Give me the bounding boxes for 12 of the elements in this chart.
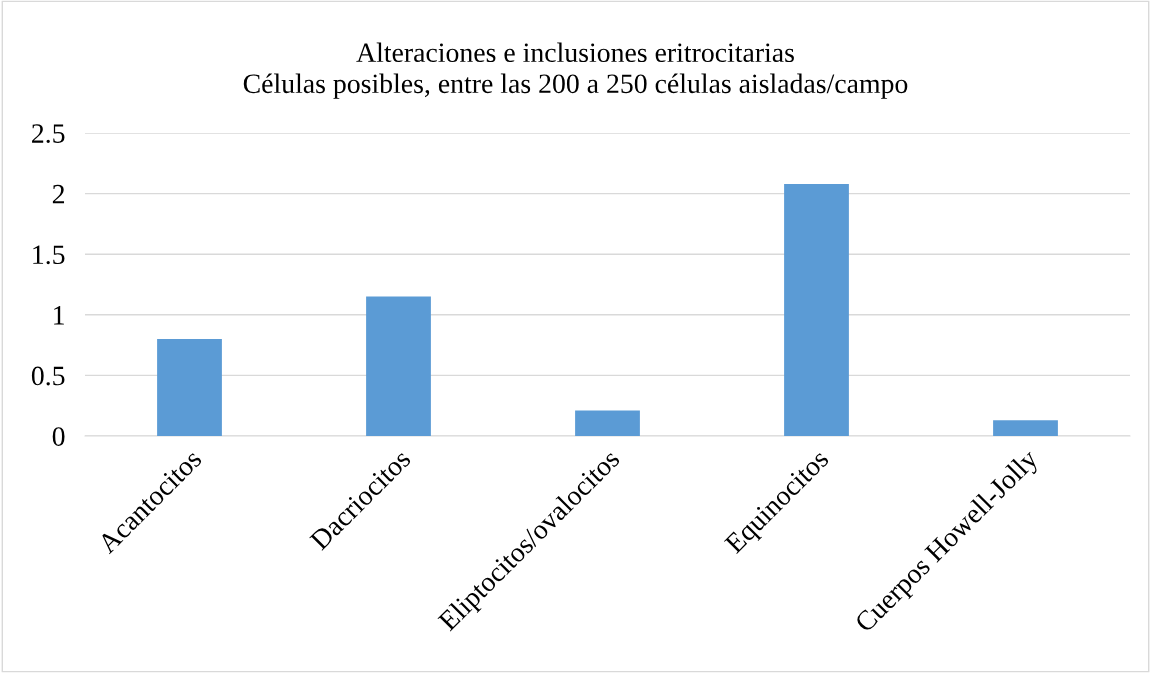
- bar: [157, 339, 222, 436]
- bar: [784, 183, 849, 436]
- chart-title: Alteraciones e inclusiones eritrocitarias Células posibles, entre las 200 a 250 células aisladas/campo: [243, 42, 908, 99]
- y-tick-label: 2.5: [32, 124, 65, 144]
- y-tick-label: 0: [52, 427, 65, 446]
- y-tick-label: 1: [54, 306, 64, 325]
- y-tick-label: 2: [52, 184, 65, 204]
- bar: [575, 410, 640, 436]
- y-tick-label: 0.5: [31, 366, 65, 386]
- bar: [366, 296, 431, 436]
- y-tick-label: 1.5: [33, 245, 65, 265]
- bar: [993, 420, 1058, 436]
